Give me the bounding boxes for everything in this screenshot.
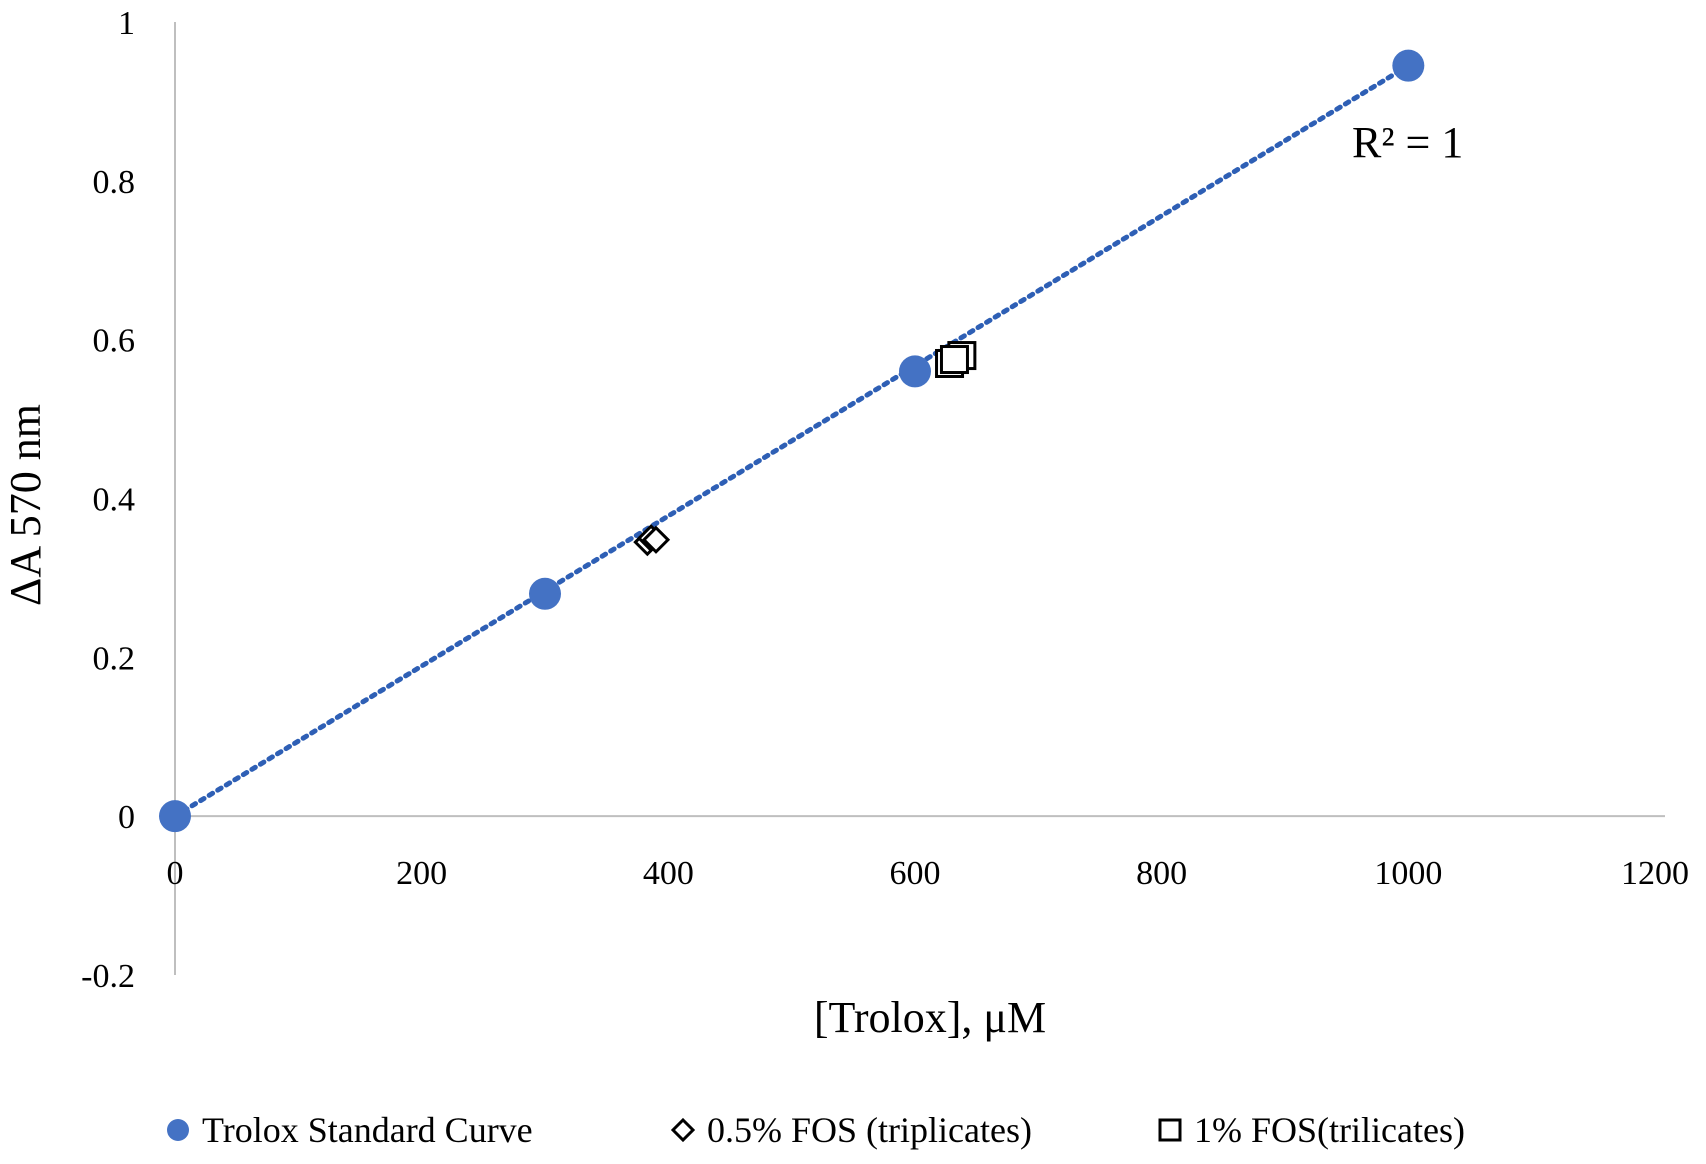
x-axis-title: [Trolox], μM	[814, 993, 1046, 1042]
tick-labels: 0 200 400 600 800 1000 1200 -0.2 0 0.2 0.4 0.6 0.8 1	[81, 5, 1689, 995]
legend-marker-square	[1158, 1118, 1182, 1142]
legend-label: 0.5% FOS (triplicates)	[707, 1110, 1032, 1150]
data-point-circle	[529, 577, 561, 610]
data-marks	[159, 49, 1425, 833]
legend-item: Trolox Standard Curve	[167, 1110, 533, 1150]
legend-marker-diamond	[670, 1117, 696, 1143]
legend-item: 0.5% FOS (triplicates)	[670, 1110, 1032, 1150]
x-tick-label: 400	[643, 855, 694, 892]
x-tick-label: 1000	[1374, 855, 1442, 892]
x-tick-label: 0	[167, 855, 184, 892]
y-tick-label: 0.4	[93, 482, 136, 519]
y-tick-label: 0	[118, 799, 135, 836]
y-tick-label: 0.8	[93, 164, 136, 201]
x-tick-label: 600	[890, 855, 941, 892]
data-point-diamond	[641, 525, 671, 554]
x-tick-label: 800	[1136, 855, 1187, 892]
trendline	[172, 63, 1411, 819]
data-point-circle	[1392, 49, 1425, 82]
legend-marker-circle	[167, 1119, 189, 1141]
data-point-square	[939, 345, 969, 375]
y-axis-title: ΔA 570 nm	[1, 404, 50, 606]
y-tick-label: 0.2	[93, 640, 136, 677]
legend-label: 1% FOS(trilicates)	[1194, 1110, 1465, 1150]
y-tick-label: 0.6	[93, 323, 136, 360]
trendline-line	[172, 63, 1411, 819]
legend-label: Trolox Standard Curve	[202, 1110, 533, 1150]
legend-item: 1% FOS(trilicates)	[1158, 1110, 1465, 1150]
legend: Trolox Standard Curve 0.5% FOS (triplicat…	[167, 1110, 1465, 1150]
x-tick-label: 200	[396, 855, 447, 892]
data-point-circle	[899, 355, 931, 388]
y-tick-label: 1	[118, 5, 135, 42]
x-tick-label: 1200	[1621, 855, 1689, 892]
r-squared-annotation: R² = 1	[1352, 118, 1463, 167]
y-tick-label: -0.2	[81, 958, 135, 995]
data-point-circle	[159, 800, 191, 833]
